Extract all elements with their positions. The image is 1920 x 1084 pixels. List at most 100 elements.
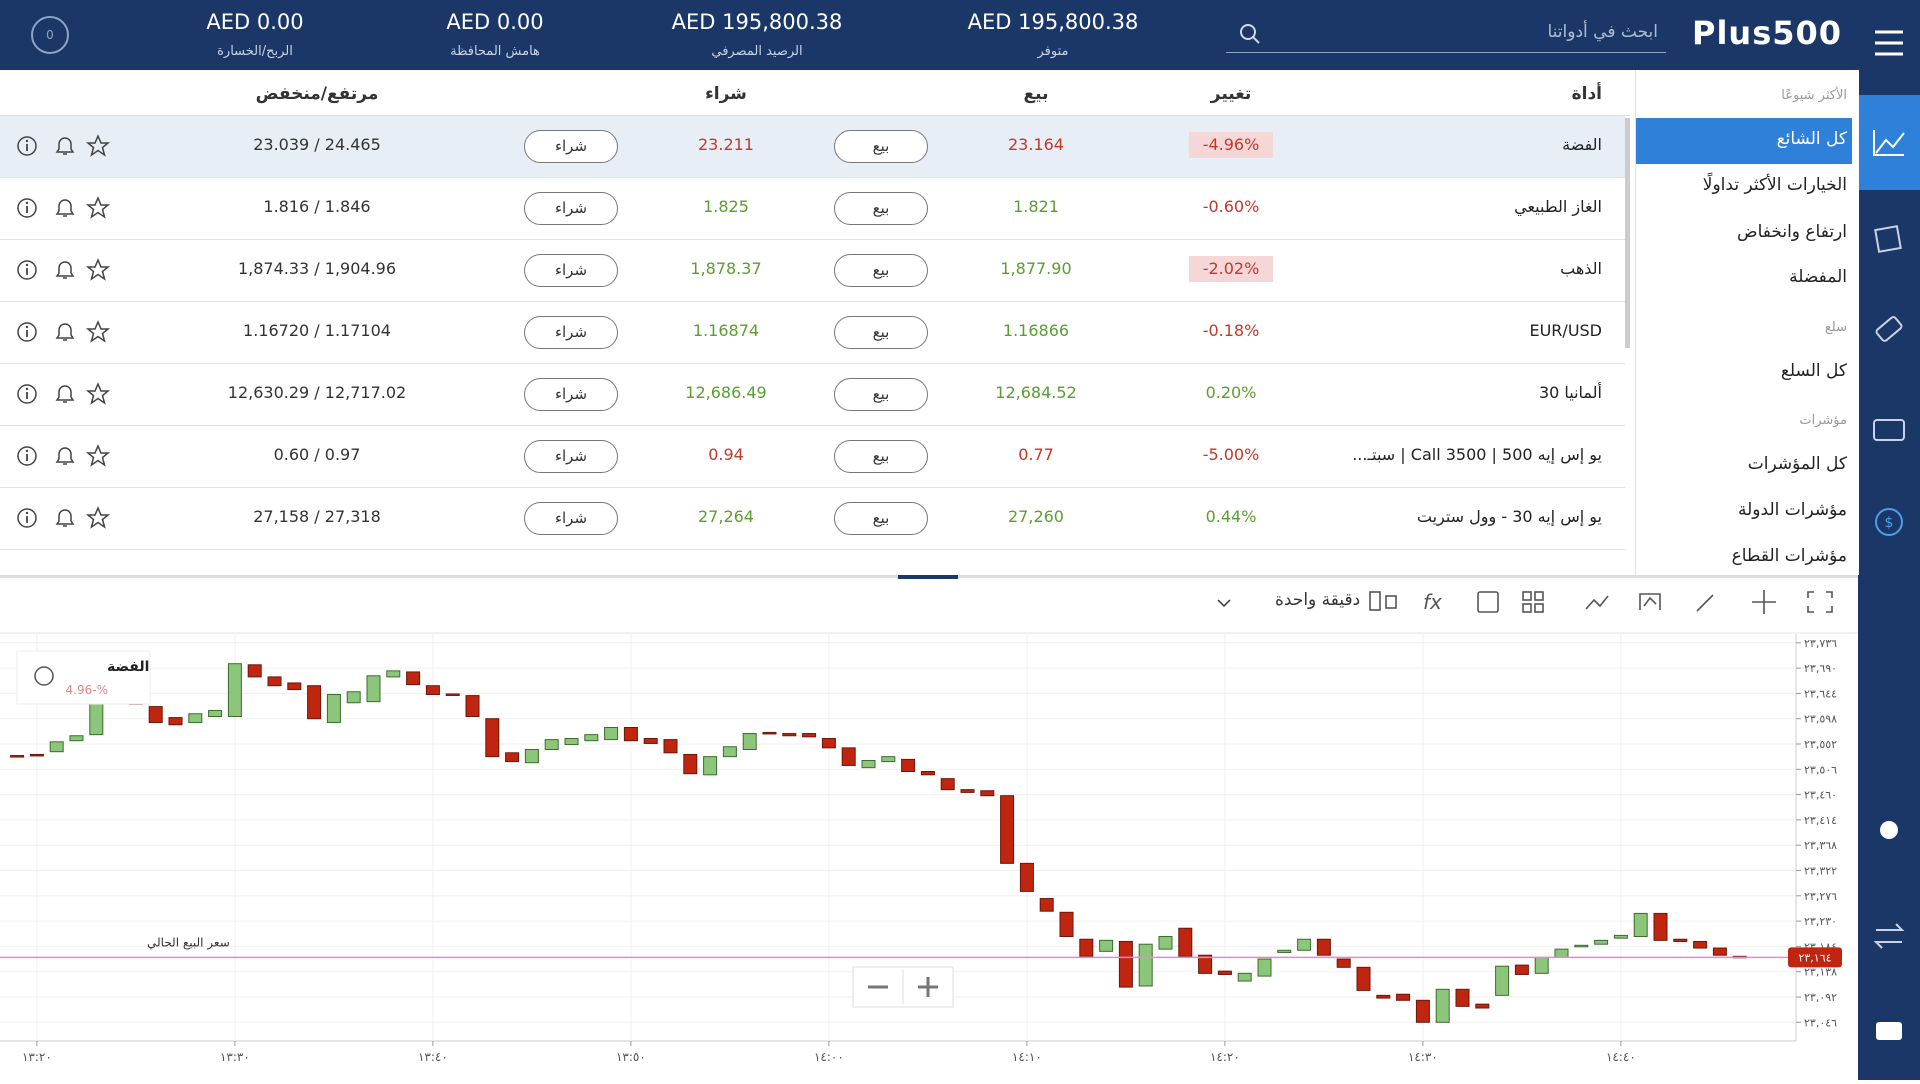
row-actions[interactable] — [14, 132, 134, 162]
splitter[interactable] — [0, 575, 1858, 579]
row-actions[interactable] — [14, 256, 134, 286]
candle-body — [802, 733, 817, 738]
candle-body — [49, 741, 64, 753]
row-actions[interactable] — [14, 504, 134, 534]
sell-price: 1,877.90 — [1000, 259, 1072, 278]
candle-body — [1019, 862, 1034, 892]
buy-button[interactable]: شراء — [524, 502, 618, 535]
high-low: 1.16720 / 1.17104 — [243, 321, 391, 340]
candle-body — [1039, 898, 1054, 912]
buy-button[interactable]: شراء — [524, 254, 618, 287]
buy-button[interactable]: شراء — [524, 130, 618, 163]
buy-price: 0.94 — [708, 445, 744, 464]
candle-body — [445, 693, 460, 696]
table-row[interactable]: يو إس إيه 500 | Call 3500 | سبتـ... -5.00… — [0, 426, 1625, 488]
stat-value: AED 0.00 — [206, 10, 304, 34]
buy-price: 12,686.49 — [685, 383, 767, 402]
candle-body — [1079, 938, 1094, 957]
stat-value: AED 195,800.38 — [967, 10, 1139, 34]
menu-item[interactable]: مؤشرات القطاع — [1731, 546, 1847, 566]
table-row[interactable]: ألمانيا 30 0.20% 12,684.52 بيع 12,686.49 شراء… — [0, 364, 1625, 426]
candle-body — [485, 718, 500, 758]
candle-body — [1574, 944, 1589, 948]
sell-price: 0.77 — [1018, 445, 1054, 464]
table-row[interactable]: EUR/USD -0.18% 1.16866 بيع 1.16874 شراء 1.1672… — [0, 302, 1625, 364]
candle-body — [1138, 943, 1153, 987]
candle-body — [1118, 940, 1133, 988]
column-header: أداة — [1571, 84, 1602, 104]
timeframe-caret[interactable] — [1217, 599, 1231, 608]
candle-body — [89, 703, 104, 736]
change: -5.00% — [1202, 445, 1260, 464]
buy-price: 27,264 — [698, 507, 754, 526]
menu-item[interactable]: كل السلع — [1780, 361, 1847, 381]
candle-body — [623, 727, 638, 742]
menu-item[interactable]: كل المؤشرات — [1747, 454, 1847, 474]
candle-body — [663, 739, 678, 754]
candle-body — [465, 695, 480, 717]
candle-body — [980, 790, 995, 797]
search-box[interactable]: ابحث في أدواتنا — [1226, 18, 1666, 53]
table-row[interactable]: الغاز الطبيعي -0.60% 1.821 بيع 1.825 شراء 1.81… — [0, 178, 1625, 240]
row-actions[interactable] — [14, 318, 134, 348]
menu-item[interactable]: كل الشائع — [1776, 129, 1847, 149]
buy-button[interactable]: شراء — [524, 316, 618, 349]
candle-body — [425, 685, 440, 695]
buy-button[interactable]: شراء — [524, 440, 618, 473]
instrument-name: الفضة — [1562, 135, 1602, 154]
row-actions[interactable] — [14, 380, 134, 410]
sell-button[interactable]: بيع — [834, 130, 928, 163]
high-low: 23.039 / 24.465 — [253, 135, 381, 154]
candle-body — [901, 758, 916, 772]
scrollbar — [1625, 118, 1630, 348]
x-tick-label: ١٣:٥٠ — [616, 1050, 646, 1064]
instrument-name: EUR/USD — [1529, 321, 1602, 340]
candle-body — [1613, 934, 1628, 939]
candle-body — [168, 717, 183, 726]
candle-body — [1217, 970, 1232, 975]
candle-body — [69, 735, 84, 742]
menu-item[interactable]: المفضلة — [1789, 267, 1847, 287]
table-row[interactable]: الفضة -4.96% 23.164 بيع 23.211 شراء 23.039 / 2… — [0, 116, 1625, 178]
candle-body — [1396, 993, 1411, 1001]
sell-button[interactable]: بيع — [834, 378, 928, 411]
top-bar: 0 ابحث في أدواتنا Plus500 AED 195,800.38… — [0, 0, 1858, 70]
menu-item[interactable]: ارتفاع وانخفاض — [1737, 222, 1847, 242]
stat-value: AED 0.00 — [446, 10, 544, 34]
sell-button[interactable]: بيع — [834, 254, 928, 287]
table-row[interactable]: الذهب -2.02% 1,877.90 بيع 1,878.37 شراء 1,874.… — [0, 240, 1625, 302]
search-icon — [1240, 24, 1260, 44]
table-row[interactable]: يو إس إيه 30 - وول ستريت 0.44% 27,260 بيع 27… — [0, 488, 1625, 550]
y-tick-label: ٢٣,٥٥٢ — [1804, 738, 1837, 751]
y-tick-label: ٢٣,٢٧٦ — [1804, 890, 1837, 903]
sell-button[interactable]: بيع — [834, 440, 928, 473]
sell-button[interactable]: بيع — [834, 502, 928, 535]
sell-button[interactable]: بيع — [834, 192, 928, 225]
buy-button[interactable]: شراء — [524, 192, 618, 225]
high-low: 12,630.29 / 12,717.02 — [227, 383, 407, 402]
candle-body — [406, 671, 421, 686]
change: -0.18% — [1202, 321, 1260, 340]
current-price-caption: سعر البيع الحالي — [147, 935, 230, 950]
account-badge[interactable]: 0 — [31, 16, 69, 54]
candle-body — [386, 670, 401, 678]
candle-body — [1198, 954, 1213, 974]
logo[interactable]: Plus500 — [1692, 14, 1843, 52]
sell-button[interactable]: بيع — [834, 316, 928, 349]
menu-item[interactable]: مؤشرات الدولة — [1738, 500, 1847, 520]
buy-price: 1.825 — [703, 197, 749, 216]
svg-text:fx: fx — [1423, 590, 1442, 614]
candle-body — [1554, 948, 1569, 958]
row-actions[interactable] — [14, 194, 134, 224]
menu-section: مؤشرات — [1799, 413, 1847, 428]
candle-body — [307, 685, 322, 720]
splitter-handle[interactable] — [898, 575, 958, 579]
timeframe[interactable]: دقيقة واحدة — [1275, 590, 1360, 610]
instrument-name: ألمانيا 30 — [1538, 383, 1602, 402]
row-actions[interactable] — [14, 442, 134, 472]
menu-item[interactable]: الخيارات الأكثر تداولًا — [1702, 175, 1847, 195]
candle-body — [1455, 988, 1470, 1007]
toolbar-icons[interactable]: fx — [1369, 590, 1833, 614]
buy-button[interactable]: شراء — [524, 378, 618, 411]
